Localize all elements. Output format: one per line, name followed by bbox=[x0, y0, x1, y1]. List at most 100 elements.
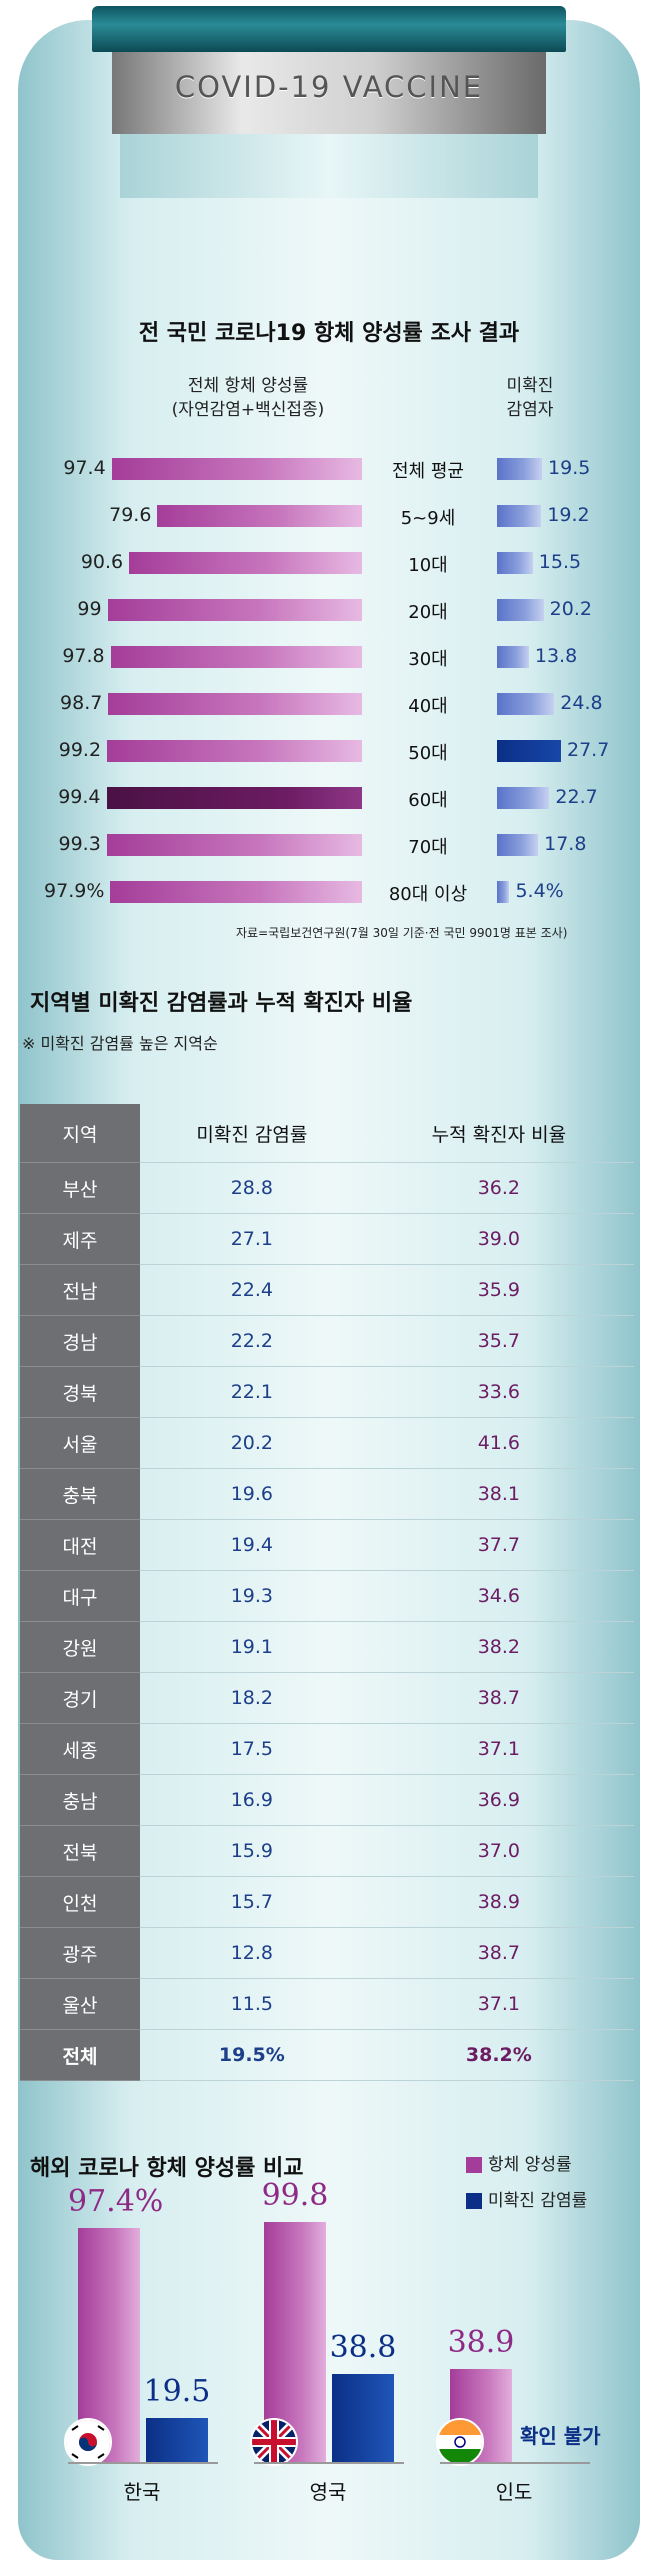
table-row: 대전 19.4 37.7 bbox=[20, 1519, 634, 1571]
legend-label-uninfected: 미확진 감염률 bbox=[488, 2191, 588, 2211]
table-note: ※ 미확진 감염률 높은 지역순 bbox=[22, 1034, 218, 1053]
uninfected-value-label: 19.5 bbox=[548, 457, 591, 479]
antibody-value-label: 97.8 bbox=[62, 645, 105, 667]
uninfected-value-label: 17.8 bbox=[544, 833, 587, 855]
country-label: 한국 bbox=[123, 2480, 161, 2504]
table-row: 전체 19.5% 38.2% bbox=[20, 2029, 634, 2081]
uninfected-value-label: 19.2 bbox=[547, 504, 590, 526]
uninfected-bar bbox=[497, 740, 561, 762]
age-category-label: 40대 bbox=[408, 696, 448, 717]
age-category-label: 10대 bbox=[408, 555, 448, 576]
table-row: 제주 27.1 39.0 bbox=[20, 1213, 634, 1265]
cumulative-rate-cell: 38.1 bbox=[363, 1468, 634, 1520]
antibody-bar bbox=[108, 693, 362, 715]
region-cell: 대전 bbox=[20, 1519, 140, 1571]
age-category-label: 80대 이상 bbox=[388, 884, 468, 905]
legend-item-antibody: 항체 양성률 bbox=[466, 2150, 572, 2175]
uninfected-bar bbox=[497, 834, 539, 856]
antibody-bar bbox=[110, 646, 362, 668]
chart1-title: 전 국민 코로나19 항체 양성률 조사 결과 bbox=[138, 321, 520, 346]
region-cell: 전체 bbox=[20, 2029, 140, 2081]
uninfected-value-label: 20.2 bbox=[549, 598, 592, 620]
chart1-source: 자료=국립보건연구원(7월 30일 기준·전 국민 9901명 표본 조사) bbox=[236, 926, 568, 940]
right-header-line2: 감염자 bbox=[506, 400, 554, 420]
region-cell: 충남 bbox=[20, 1774, 140, 1826]
cumulative-rate-cell: 35.9 bbox=[363, 1264, 634, 1316]
table-row: 충북 19.6 38.1 bbox=[20, 1468, 634, 1520]
uninfected-bar bbox=[497, 505, 542, 527]
antibody-bar bbox=[107, 599, 362, 621]
uninfected-bar bbox=[332, 2373, 394, 2462]
antibody-bar bbox=[157, 505, 362, 527]
uninfected-rate-cell: 19.6 bbox=[140, 1468, 364, 1520]
antibody-value-label: 99.3 bbox=[58, 833, 101, 855]
uninfected-rate-cell: 19.4 bbox=[140, 1519, 364, 1571]
region-table: 지역 미확진 감염률 누적 확진자 비율 부산 28.8 36.2 제주 27.1 39.… bbox=[20, 1104, 634, 2081]
antibody-bar bbox=[110, 881, 362, 903]
antibody-value-label: 97.4 bbox=[63, 457, 106, 479]
country-label: 인도 bbox=[495, 2480, 533, 2504]
uninfected-rate-cell: 18.2 bbox=[140, 1672, 364, 1724]
table-row: 서울 20.2 41.6 bbox=[20, 1417, 634, 1469]
table-row: 전남 22.4 35.9 bbox=[20, 1264, 634, 1316]
antibody-bar bbox=[107, 740, 362, 762]
cumulative-rate-cell: 37.1 bbox=[363, 1978, 634, 2030]
uninfected-rate-cell: 22.4 bbox=[140, 1264, 364, 1316]
region-cell: 경기 bbox=[20, 1672, 140, 1724]
uninfected-unavailable-label: 확인 불가 bbox=[520, 2424, 601, 2448]
col-header-cumulative: 누적 확진자 비율 bbox=[363, 1104, 634, 1163]
age-category-label: 60대 bbox=[408, 790, 448, 811]
uninfected-bar bbox=[497, 458, 543, 480]
antibody-bar bbox=[106, 787, 362, 809]
uninfected-value-label: 27.7 bbox=[566, 739, 610, 761]
region-cell: 서울 bbox=[20, 1417, 140, 1469]
baseline bbox=[440, 2462, 590, 2464]
region-cell: 전남 bbox=[20, 1264, 140, 1316]
uninfected-rate-cell: 19.5% bbox=[140, 2029, 364, 2081]
uninfected-rate-cell: 15.7 bbox=[140, 1876, 364, 1928]
table-row: 전북 15.9 37.0 bbox=[20, 1825, 634, 1877]
table-row: 부산 28.8 36.2 bbox=[20, 1162, 634, 1214]
col-header-region: 지역 bbox=[20, 1104, 140, 1163]
region-cell: 세종 bbox=[20, 1723, 140, 1775]
baseline bbox=[68, 2462, 218, 2464]
table-row: 인천 15.7 38.9 bbox=[20, 1876, 634, 1928]
uninfected-bar bbox=[497, 881, 510, 903]
uninfected-bar bbox=[497, 646, 529, 668]
age-category-label: 5~9세 bbox=[400, 508, 456, 529]
antibody-value-label: 90.6 bbox=[80, 551, 124, 573]
antibody-value-label: 38.9 bbox=[447, 2324, 515, 2360]
uninfected-rate-cell: 22.1 bbox=[140, 1366, 364, 1418]
cumulative-rate-cell: 39.0 bbox=[363, 1213, 634, 1265]
legend-swatch-purple bbox=[466, 2157, 482, 2173]
cumulative-rate-cell: 37.7 bbox=[363, 1519, 634, 1571]
uninfected-rate-cell: 16.9 bbox=[140, 1774, 364, 1826]
cumulative-rate-cell: 36.2 bbox=[363, 1162, 634, 1214]
uninfected-bar bbox=[146, 2417, 208, 2462]
cumulative-rate-cell: 38.9 bbox=[363, 1876, 634, 1928]
cumulative-rate-cell: 38.2% bbox=[363, 2029, 634, 2081]
table-header-row: 지역 미확진 감염률 누적 확진자 비율 bbox=[20, 1104, 634, 1163]
uninfected-rate-cell: 15.9 bbox=[140, 1825, 364, 1877]
cumulative-rate-cell: 38.7 bbox=[363, 1927, 634, 1979]
left-header-line1: 전체 항체 양성률 bbox=[187, 376, 309, 396]
vial-cap-band bbox=[112, 52, 546, 134]
region-cell: 전북 bbox=[20, 1825, 140, 1877]
cumulative-rate-cell: 35.7 bbox=[363, 1315, 634, 1367]
antibody-bar bbox=[111, 458, 362, 480]
table-row: 강원 19.1 38.2 bbox=[20, 1621, 634, 1673]
uninfected-bar bbox=[497, 787, 550, 809]
right-header-line1: 미확진 bbox=[506, 376, 554, 396]
cumulative-rate-cell: 37.1 bbox=[363, 1723, 634, 1775]
uninfected-value-label: 15.5 bbox=[538, 551, 582, 573]
legend-swatch-blue bbox=[466, 2193, 482, 2209]
region-cell: 광주 bbox=[20, 1927, 140, 1979]
antibody-value-label: 97.4% bbox=[68, 2184, 164, 2220]
table-row: 경북 22.1 33.6 bbox=[20, 1366, 634, 1418]
uninfected-value-label: 19.5 bbox=[143, 2373, 211, 2409]
india-flag-icon bbox=[436, 2418, 484, 2466]
korea-flag-icon bbox=[64, 2418, 112, 2466]
table-row: 세종 17.5 37.1 bbox=[20, 1723, 634, 1775]
uninfected-rate-cell: 19.1 bbox=[140, 1621, 364, 1673]
region-cell: 제주 bbox=[20, 1213, 140, 1265]
